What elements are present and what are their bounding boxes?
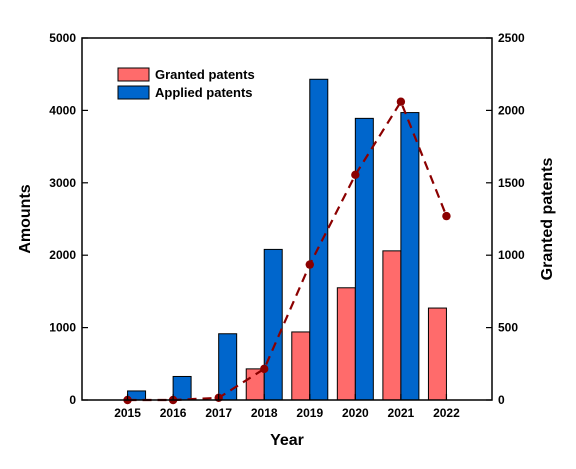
y-axis-right-title: Granted patents <box>539 158 556 281</box>
legend-label-granted: Granted patents <box>155 67 255 82</box>
y-left-tick-label: 4000 <box>49 103 76 117</box>
legend-swatch-granted <box>117 67 150 82</box>
x-tick-label: 2020 <box>342 406 369 420</box>
trend-point-2021 <box>396 97 406 106</box>
bar-applied-2019 <box>309 78 329 401</box>
y-right-tick-label: 1500 <box>498 176 525 190</box>
bar-applied-2018 <box>263 248 283 401</box>
bar-applied-2017 <box>218 333 238 401</box>
x-tick-label: 2022 <box>433 406 460 420</box>
bar-granted-2021 <box>382 250 402 401</box>
legend: Granted patents Applied patents <box>117 67 255 100</box>
legend-label-applied: Applied patents <box>155 85 253 100</box>
legend-swatch-applied <box>117 85 150 100</box>
plot-frame <box>81 37 493 401</box>
x-axis-title: Year <box>270 432 304 449</box>
trend-point-2019 <box>305 260 314 269</box>
bar-applied-2016 <box>172 375 192 401</box>
trend-point-2018 <box>260 364 269 374</box>
trend-point-2020 <box>351 170 360 180</box>
y-right-tick-label: 0 <box>498 393 505 407</box>
x-tick-label: 2017 <box>205 406 232 420</box>
x-tick-label: 2015 <box>114 406 141 420</box>
y-left-tick-label: 0 <box>69 393 76 407</box>
x-tick-label: 2018 <box>251 406 278 420</box>
y-left-tick-label: 2000 <box>49 248 76 262</box>
bar-granted-2020 <box>336 287 356 401</box>
y-left-tick-label: 5000 <box>49 31 76 45</box>
bars-layer <box>127 78 447 401</box>
y-right-tick-label: 2500 <box>498 31 525 45</box>
x-tick-label: 2016 <box>160 406 187 420</box>
trend-point-2022 <box>442 211 451 221</box>
y-right-tick-label: 2000 <box>498 103 525 117</box>
y-axis-left-title: Amounts <box>17 184 34 253</box>
y-left-tick-label: 3000 <box>49 176 76 190</box>
x-tick-label: 2021 <box>388 406 415 420</box>
y-right-tick-label: 500 <box>498 321 518 335</box>
y-right-tick-label: 1000 <box>498 248 525 262</box>
bar-applied-2021 <box>400 112 420 401</box>
axes-layer: 0 1000 2000 3000 4000 5000 0 500 1000 1500 2000 250… <box>49 31 525 420</box>
bar-granted-2022 <box>427 307 447 401</box>
y-left-tick-label: 1000 <box>49 321 76 335</box>
x-tick-label: 2019 <box>296 406 323 420</box>
bar-granted-2019 <box>291 331 311 401</box>
